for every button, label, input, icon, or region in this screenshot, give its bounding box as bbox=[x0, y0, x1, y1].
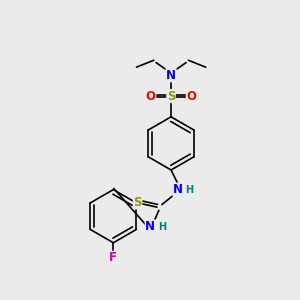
Text: F: F bbox=[109, 251, 117, 264]
Text: H: H bbox=[185, 184, 194, 195]
Text: N: N bbox=[166, 69, 176, 82]
Text: O: O bbox=[146, 90, 156, 103]
Text: N: N bbox=[145, 220, 155, 233]
Text: O: O bbox=[186, 90, 197, 103]
Text: H: H bbox=[158, 222, 166, 232]
Text: S: S bbox=[167, 90, 175, 103]
Text: N: N bbox=[173, 183, 183, 196]
Text: S: S bbox=[133, 196, 142, 209]
